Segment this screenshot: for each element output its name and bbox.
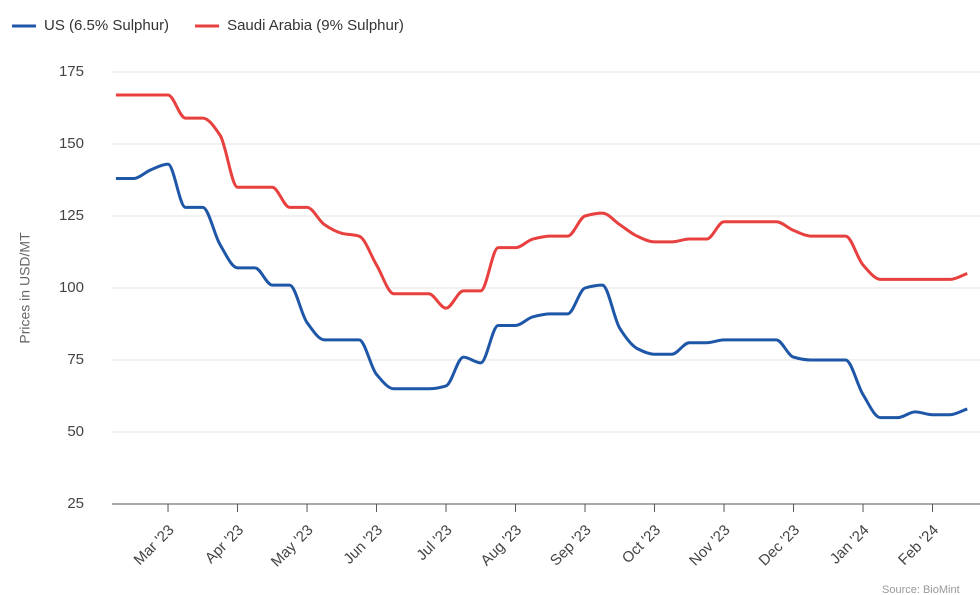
x-tick-label: Nov '23 <box>686 522 734 570</box>
x-tick-label: Sep '23 <box>547 522 595 570</box>
y-axis-title: Prices in USD/MT <box>17 232 33 344</box>
y-tick-label: 150 <box>59 135 84 152</box>
y-tick-label: 50 <box>67 423 84 440</box>
y-tick-label: 25 <box>67 495 84 512</box>
x-tick-label: Jul '23 <box>413 522 455 564</box>
x-tick-label: Jan '24 <box>827 522 873 568</box>
y-tick-label: 125 <box>59 207 84 224</box>
y-tick-label: 175 <box>59 63 84 80</box>
legend-label: US (6.5% Sulphur) <box>44 17 169 34</box>
series-line <box>115 162 968 420</box>
y-tick-label: 75 <box>67 351 84 368</box>
series-line <box>115 93 968 310</box>
x-tick-label: Feb '24 <box>895 522 942 569</box>
source-note: Source: BioMint <box>882 584 960 595</box>
x-tick-label: Apr '23 <box>202 522 247 567</box>
x-tick-label: Aug '23 <box>477 522 525 570</box>
x-tick-label: Mar '23 <box>131 522 178 569</box>
y-tick-label: 100 <box>59 279 84 296</box>
x-tick-label: Dec '23 <box>756 522 804 570</box>
x-tick-label: Oct '23 <box>619 522 664 567</box>
x-tick-label: Jun '23 <box>340 522 386 568</box>
legend-label: Saudi Arabia (9% Sulphur) <box>227 17 404 34</box>
x-tick-label: May '23 <box>268 522 317 571</box>
